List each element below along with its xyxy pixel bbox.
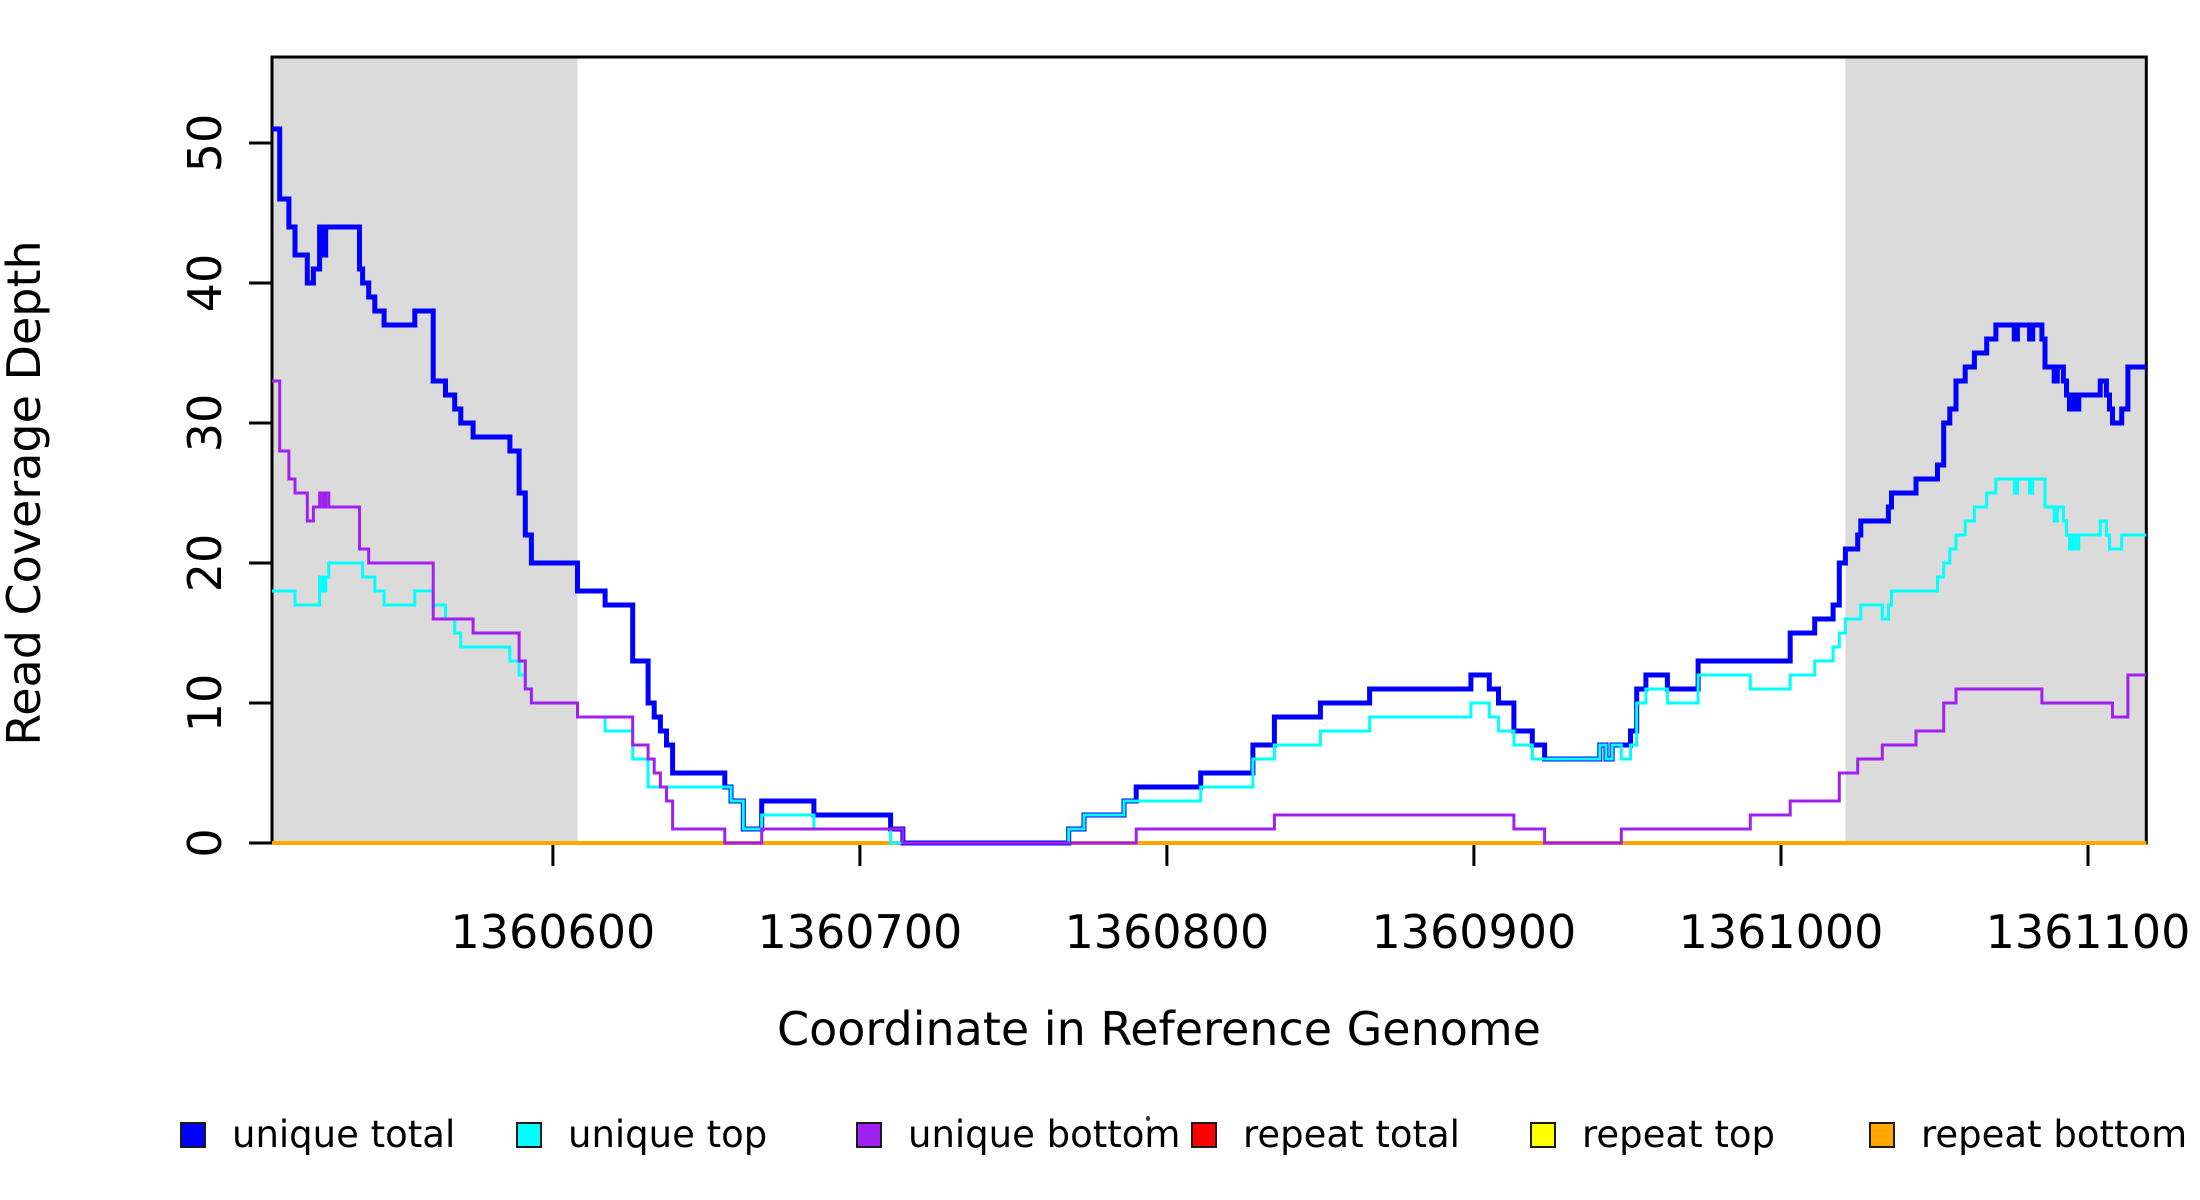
x-tick-label: 1360600 [450,905,655,959]
y-tick-label: 10 [178,674,232,733]
x-tick-label: 1361000 [1679,905,1884,959]
x-tick-label: 1360700 [757,905,962,959]
x-axis-title: Coordinate in Reference Genome [777,1002,1541,1056]
series-line-unique-total [272,126,2147,846]
y-tick-label: 50 [178,114,232,173]
x-tick-label: 1360900 [1371,905,1576,959]
y-tick-label: 0 [178,828,232,857]
y-axis-title: Read Coverage Depth [0,240,51,746]
highlight-band-1 [272,57,578,843]
x-tick-label: 1361100 [1986,905,2191,959]
series-line-unique-bottom [272,379,2147,845]
y-tick-label: 20 [178,534,232,593]
series-line-unique-top [272,477,2147,845]
stray-mark [1146,1116,1150,1121]
x-tick-label: 1360800 [1064,905,1269,959]
highlight-band-2 [1845,57,2147,843]
y-tick-label: 30 [178,394,232,453]
y-tick-label: 40 [178,254,232,313]
